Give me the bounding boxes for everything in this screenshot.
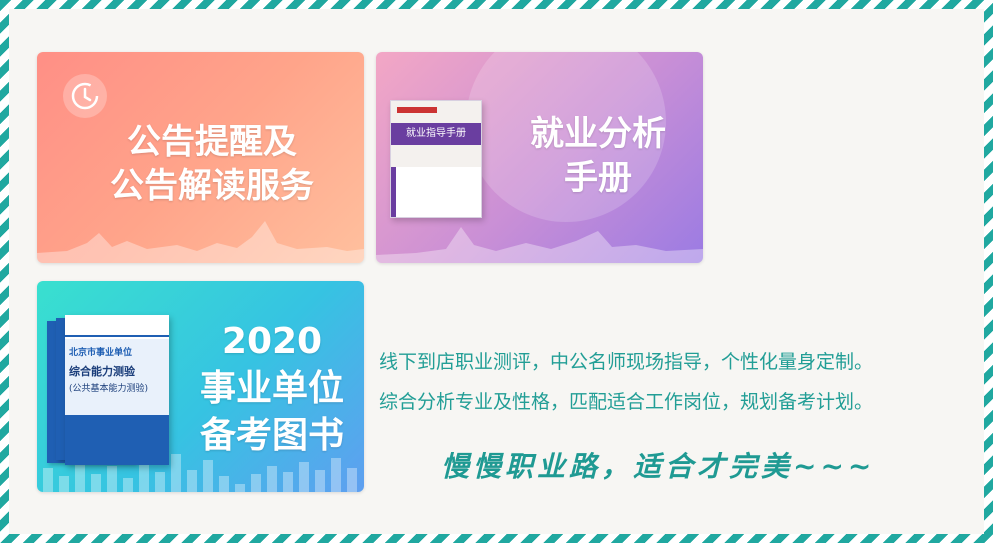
exam-books-card[interactable]: 北京市事业单位 综合能力测验 (公共基本能力测验) 2020 事业单位 备考图书 [37,281,364,492]
content-panel: 公告提醒及 公告解读服务 就业指导手册 就业分析 手册 [9,9,984,534]
bulletin-service-card[interactable]: 公告提醒及 公告解读服务 [37,52,364,263]
bulletin-card-title: 公告提醒及 公告解读服务 [110,122,314,207]
description-line-2: 综合分析专业及性格，匹配适合工作岗位，规划备考计划。 [379,391,874,413]
description-line-1: 线下到店职业测评，中公名师现场指导，个性化量身定制。 [379,351,874,373]
handbook-cover-image: 就业指导手册 [390,100,482,218]
glow-decoration [466,52,666,222]
exam-book-cover-image: 北京市事业单位 综合能力测验 (公共基本能力测验) [65,315,169,465]
employment-card-title: 就业分析 手册 [530,114,666,199]
wave-decoration [376,227,703,263]
bar-decoration [43,454,357,492]
clock-icon [63,74,107,118]
slogan-text: 慢慢职业路，适合才完美~~~ [441,450,876,483]
wave-decoration [37,221,364,263]
employment-handbook-card[interactable]: 就业指导手册 就业分析 手册 [376,52,703,263]
exam-books-card-title: 2020 事业单位 备考图书 [199,321,344,456]
